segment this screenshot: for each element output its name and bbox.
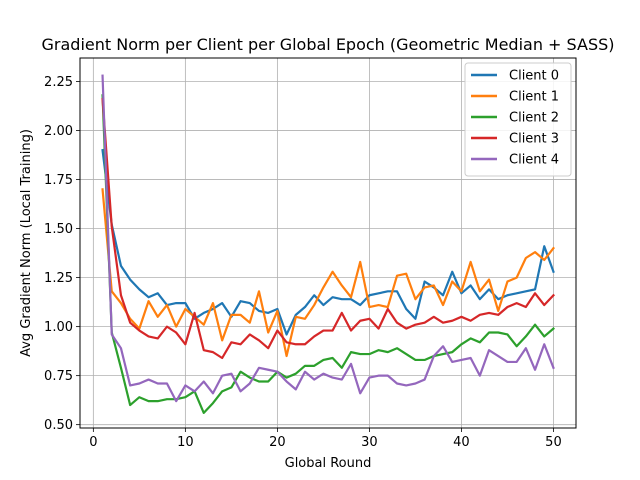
- legend-label: Client 4: [509, 153, 559, 168]
- y-tick-label: 1.25: [44, 271, 73, 286]
- y-tick-label: 1.00: [44, 320, 73, 335]
- chart-title: Gradient Norm per Client per Global Epoc…: [42, 35, 615, 54]
- x-tick-label: 10: [177, 435, 194, 450]
- x-tick-label: 40: [453, 435, 470, 450]
- x-axis-label: Global Round: [285, 456, 372, 471]
- legend-label: Client 3: [509, 132, 559, 147]
- series-line-client-1: [101, 188, 555, 358]
- y-tick-label: 2.00: [44, 124, 73, 139]
- y-tick-label: 0.50: [44, 418, 73, 433]
- y-tick-label: 1.50: [44, 222, 73, 237]
- y-tick-label: 0.75: [44, 369, 73, 384]
- y-axis-label: Avg Gradient Norm (Local Training): [19, 129, 34, 357]
- axis-ticks: 0 10 20 30 40 50 0.50 0.75 1.00 1.25 1.50 1.75 2.00 2…: [44, 75, 562, 450]
- plot-frame: [79, 57, 577, 429]
- series-line-client-0: [101, 148, 555, 336]
- series-line-client-3: [101, 98, 556, 360]
- legend-label: Client 2: [509, 111, 559, 126]
- legend-label: Client 0: [509, 69, 559, 84]
- x-tick-label: 50: [545, 435, 562, 450]
- x-tick-label: 0: [89, 435, 97, 450]
- legend-box: [464, 62, 572, 177]
- legend-label: Client 1: [509, 90, 559, 105]
- y-tick-label: 2.25: [44, 75, 73, 90]
- legend: Client 0 Client 1 Client 2 Client 3 Client 4: [464, 62, 572, 177]
- series-lines: [101, 74, 556, 414]
- series-line-client-4: [101, 74, 555, 403]
- x-tick-label: 30: [361, 435, 378, 450]
- y-tick-label: 1.75: [44, 173, 73, 188]
- x-tick-label: 20: [269, 435, 286, 450]
